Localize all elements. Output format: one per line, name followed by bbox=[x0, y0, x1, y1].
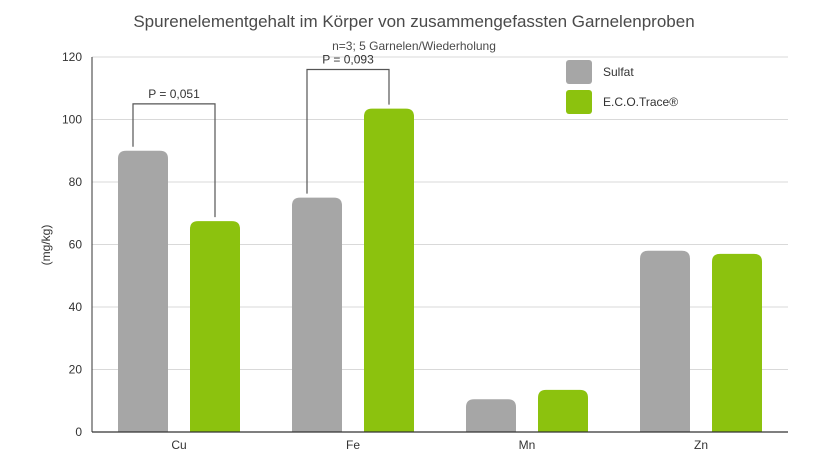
y-tick-label: 100 bbox=[62, 113, 82, 127]
bar-Mn-E.C.O.Trace® bbox=[538, 389, 588, 432]
bar-Zn-E.C.O.Trace® bbox=[712, 253, 762, 432]
y-tick-label: 60 bbox=[69, 238, 83, 252]
legend-label: Sulfat bbox=[603, 65, 634, 79]
y-tick-label: 40 bbox=[69, 300, 83, 314]
x-tick-label: Cu bbox=[171, 438, 186, 452]
x-tick-label: Mn bbox=[519, 438, 536, 452]
significance-bracket bbox=[306, 68, 390, 194]
p-value-label: P = 0,051 bbox=[148, 87, 200, 101]
bar-Mn-Sulfat bbox=[466, 399, 516, 432]
bar-Cu-E.C.O.Trace® bbox=[190, 221, 240, 432]
legend-label: E.C.O.Trace® bbox=[603, 95, 678, 109]
bars bbox=[118, 108, 762, 432]
y-tick-label: 20 bbox=[69, 363, 83, 377]
y-tick-label: 120 bbox=[62, 50, 82, 64]
y-tick-label: 80 bbox=[69, 175, 83, 189]
x-axis: Cu Fe Mn Zn bbox=[92, 431, 788, 452]
x-tick-label: Fe bbox=[346, 438, 360, 452]
bar-Cu-Sulfat bbox=[118, 150, 168, 432]
y-tick-label: 0 bbox=[75, 425, 82, 439]
bar-Fe-E.C.O.Trace® bbox=[364, 108, 414, 432]
p-value-label: P = 0,093 bbox=[322, 53, 374, 67]
y-axis-label: (mg/kg) bbox=[39, 225, 53, 266]
x-tick-label: Zn bbox=[694, 438, 708, 452]
chart-subtitle: n=3; 5 Garnelen/Wiederholung bbox=[332, 39, 496, 53]
legend: Sulfat E.C.O.Trace® bbox=[566, 60, 678, 114]
bar-Zn-Sulfat bbox=[640, 250, 690, 432]
legend-swatch bbox=[566, 60, 592, 84]
y-axis: 0 20 40 60 80 100 120 bbox=[62, 50, 93, 439]
annotations: P = 0,051 P = 0,093 bbox=[132, 53, 390, 218]
legend-swatch bbox=[566, 90, 592, 114]
bar-Fe-Sulfat bbox=[292, 197, 342, 432]
chart-title: Spurenelementgehalt im Körper von zusamm… bbox=[133, 12, 695, 31]
significance-bracket bbox=[132, 103, 216, 218]
